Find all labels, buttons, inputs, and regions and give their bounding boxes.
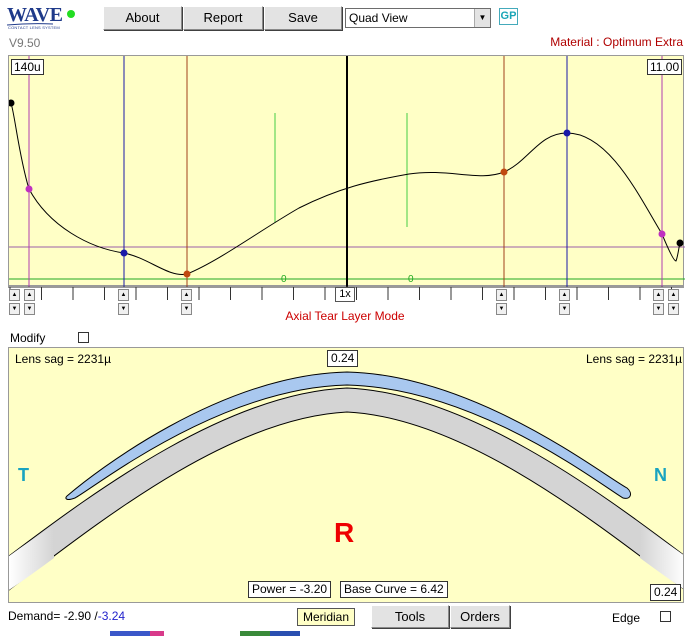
demand-alt-value: -3.24: [97, 609, 126, 623]
tear-profile-curve: [10, 102, 681, 275]
chevron-down-icon[interactable]: ▼: [474, 9, 490, 27]
zoom-indicator[interactable]: 1x: [335, 287, 355, 302]
tear-scale-right: 11.00: [647, 59, 683, 75]
control-point-black-left: [9, 99, 15, 107]
arrow-down-icon[interactable]: ▼: [653, 303, 664, 315]
demand-readout: Demand= -2.90 /-3.24: [8, 609, 125, 623]
logo-subtitle: CONTACT LENS SYSTEM: [8, 25, 60, 30]
about-button[interactable]: About: [103, 6, 182, 30]
nasal-label: N: [654, 465, 667, 485]
marker-spinner[interactable]: ▲ ▼: [653, 289, 664, 316]
arrow-down-icon[interactable]: ▼: [496, 303, 507, 315]
contact-lens-shape: [65, 371, 631, 500]
marker-spinner[interactable]: ▲ ▼: [668, 289, 679, 316]
marker-spinner[interactable]: ▲ ▼: [559, 289, 570, 316]
meridian-button[interactable]: Meridian: [297, 608, 355, 626]
arrow-up-icon[interactable]: ▲: [653, 289, 664, 301]
tools-button[interactable]: Tools: [371, 605, 449, 628]
zero-mark-right: 0: [408, 274, 414, 285]
edge-label: Edge: [612, 611, 641, 625]
bottom-map-strip: [110, 631, 300, 636]
control-point-magenta-right: [658, 230, 666, 238]
version-label: V9.50: [9, 36, 41, 50]
edge-checkbox[interactable]: [660, 611, 671, 622]
demand-value: Demand= -2.90 /: [8, 609, 98, 623]
tear-layer-graph: 0 0: [9, 56, 685, 287]
marker-spinner[interactable]: ▲ ▼: [181, 289, 192, 316]
report-button[interactable]: Report: [183, 6, 263, 30]
arrow-up-icon[interactable]: ▲: [9, 289, 20, 301]
lens-profile-panel[interactable]: [8, 347, 684, 603]
logo-swoosh-icon: [7, 23, 53, 26]
arrow-up-icon[interactable]: ▲: [24, 289, 35, 301]
power-value: Power = -3.20: [248, 581, 332, 598]
lens-sag-right: Lens sag = 2231µ: [586, 352, 682, 366]
edge-thickness-value: 0.24: [650, 584, 682, 601]
arrow-up-icon[interactable]: ▲: [496, 289, 507, 301]
control-point-brown-right: [500, 168, 508, 176]
control-point-black-right: [676, 239, 684, 247]
marker-spinner[interactable]: ▲ ▼: [118, 289, 129, 316]
tear-scale-left: 140u: [11, 59, 44, 75]
control-point-brown-left: [183, 270, 191, 278]
lens-profile-drawing: [9, 371, 683, 591]
center-thickness-value: 0.24: [327, 350, 359, 367]
lens-sag-left: Lens sag = 2231µ: [15, 352, 111, 366]
base-curve-value: Base Curve = 6.42: [340, 581, 448, 598]
control-point-magenta-left: [25, 185, 33, 193]
marker-spinner[interactable]: ▲ ▼: [496, 289, 507, 316]
arrow-up-icon[interactable]: ▲: [668, 289, 679, 301]
orders-button[interactable]: Orders: [450, 605, 510, 628]
arrow-down-icon[interactable]: ▼: [118, 303, 129, 315]
modify-label: Modify: [10, 331, 46, 345]
control-point-blue-right: [563, 129, 571, 137]
arrow-up-icon[interactable]: ▲: [181, 289, 192, 301]
cornea-fade-right: [640, 525, 683, 589]
zero-mark-left: 0: [281, 274, 287, 285]
arrow-down-icon[interactable]: ▼: [9, 303, 20, 315]
modify-checkbox[interactable]: [78, 332, 89, 343]
temporal-label: T: [18, 465, 29, 485]
save-button[interactable]: Save: [264, 6, 342, 30]
material-label: Material : Optimum Extra: [550, 35, 683, 49]
cornea-band: [9, 387, 683, 591]
marker-spinner[interactable]: ▲ ▼: [24, 289, 35, 316]
cornea-fade-left: [9, 525, 54, 590]
logo-text: WAVE: [7, 4, 63, 26]
arrow-down-icon[interactable]: ▼: [181, 303, 192, 315]
marker-spinner[interactable]: ▲ ▼: [9, 289, 20, 316]
arrow-down-icon[interactable]: ▼: [668, 303, 679, 315]
gp-badge-button[interactable]: GP: [499, 8, 518, 25]
tear-layer-panel[interactable]: 0 0: [8, 55, 685, 287]
arrow-down-icon[interactable]: ▼: [559, 303, 570, 315]
arrow-up-icon[interactable]: ▲: [118, 289, 129, 301]
wave-logo: WAVE CONTACT LENS SYSTEM: [7, 4, 63, 34]
arrow-up-icon[interactable]: ▲: [559, 289, 570, 301]
connection-status-indicator: [67, 10, 75, 18]
right-eye-label: R: [334, 517, 355, 548]
arrow-down-icon[interactable]: ▼: [24, 303, 35, 315]
view-mode-select[interactable]: Quad View ▼: [345, 8, 491, 28]
view-mode-value: Quad View: [349, 11, 408, 25]
tear-layer-mode-label: Axial Tear Layer Mode: [285, 309, 405, 323]
control-point-blue-left: [120, 249, 128, 257]
